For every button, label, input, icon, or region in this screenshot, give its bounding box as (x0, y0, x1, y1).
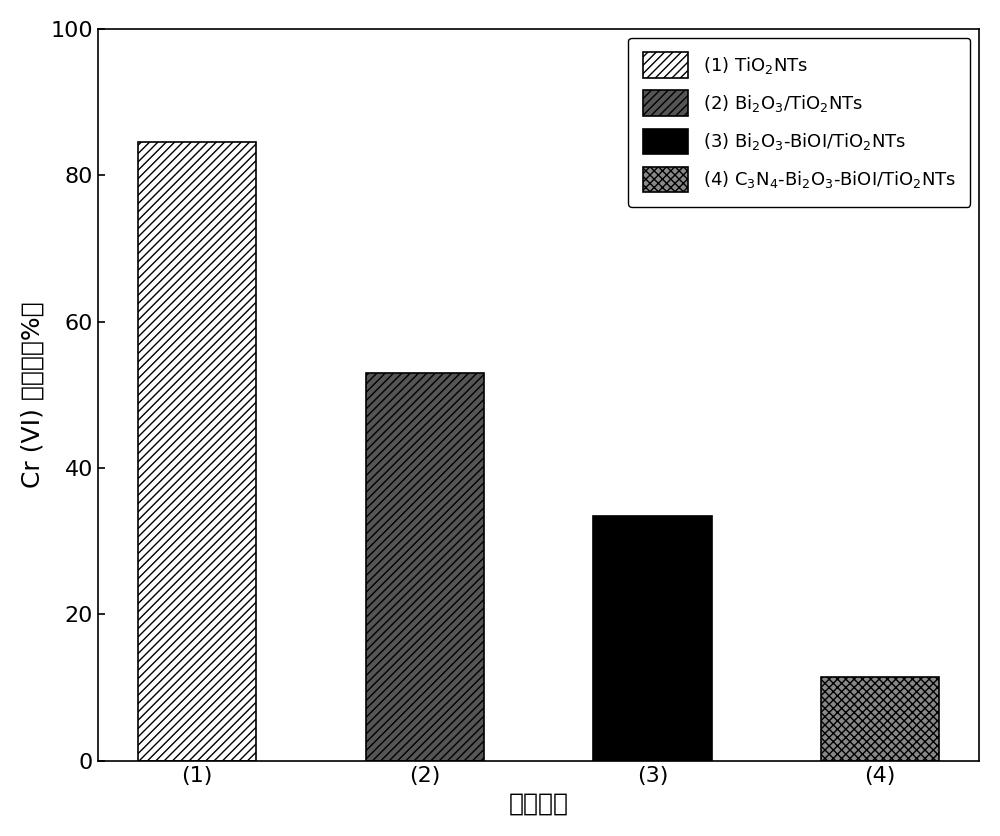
Bar (138, 142, 256, 761)
Y-axis label: Cr (VI) 去除率（%）: Cr (VI) 去除率（%） (21, 302, 45, 488)
X-axis label: 电极种类: 电极种类 (509, 791, 569, 815)
Bar (821, 676, 939, 761)
Bar (593, 516, 712, 761)
Legend: (1) TiO$_2$NTs, (2) Bi$_2$O$_3$/TiO$_2$NTs, (3) Bi$_2$O$_3$-BiOI/TiO$_2$NTs, (4): (1) TiO$_2$NTs, (2) Bi$_2$O$_3$/TiO$_2$N… (628, 38, 970, 206)
Bar (366, 373, 484, 761)
